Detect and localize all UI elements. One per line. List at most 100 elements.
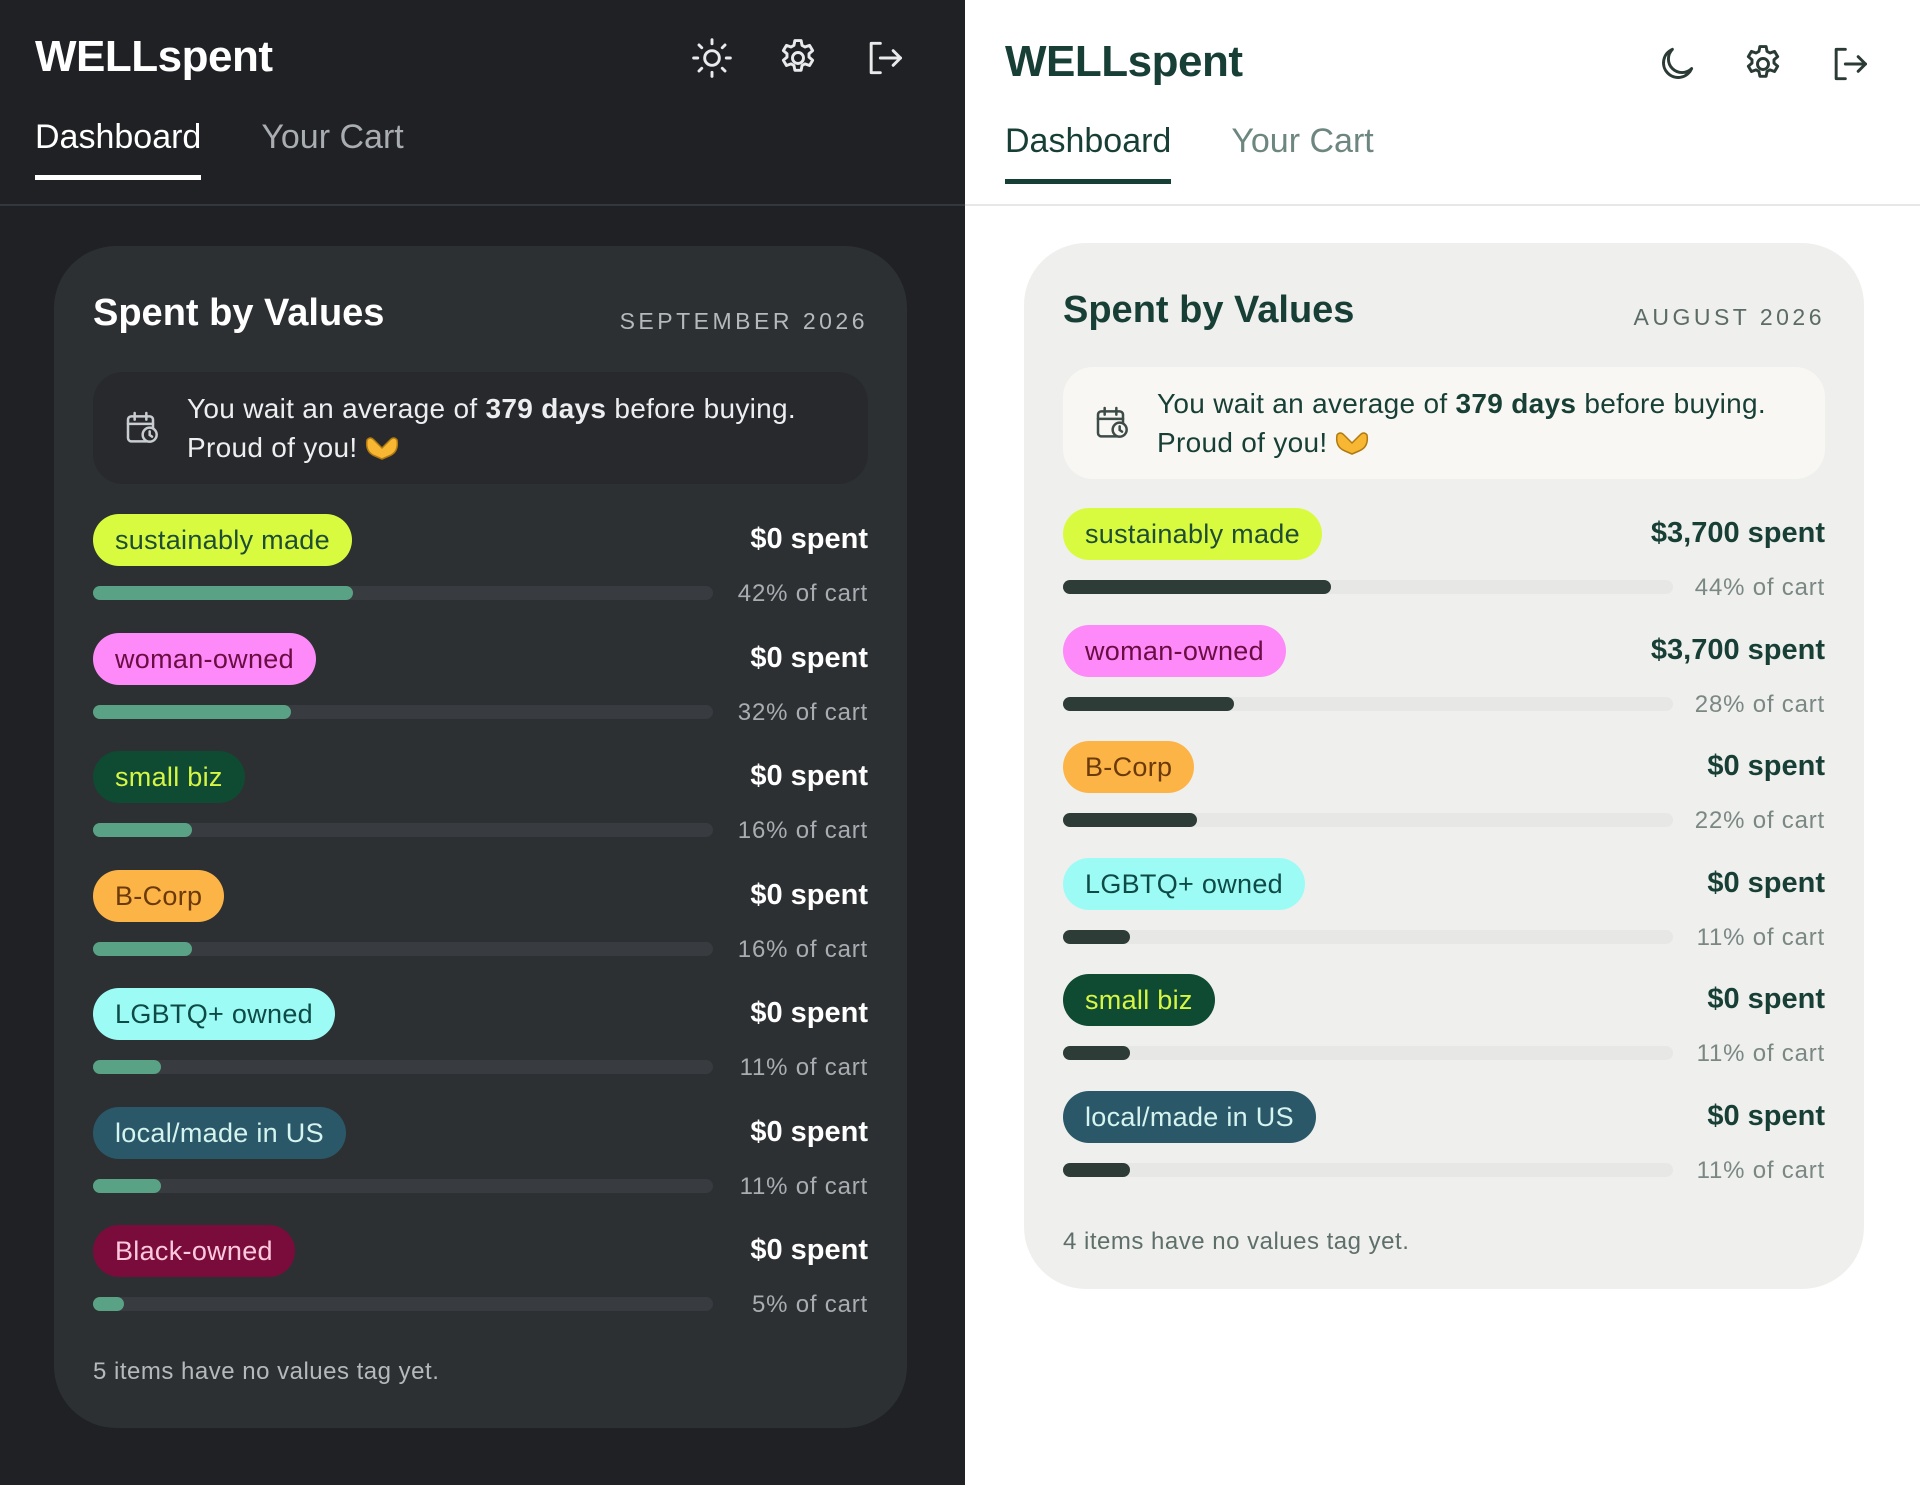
progress-track bbox=[93, 941, 713, 956]
progress-track bbox=[93, 586, 713, 600]
value-tag[interactable]: LGBTQ+ owned bbox=[93, 988, 335, 1040]
progress-fill bbox=[93, 1178, 162, 1193]
gear-icon[interactable] bbox=[776, 36, 820, 80]
spent-amount: $0 spent bbox=[750, 641, 868, 674]
spent-amount: $0 spent bbox=[750, 878, 868, 911]
notice-suffix: before buying. bbox=[606, 393, 796, 424]
cart-percentage: 16% of cart bbox=[737, 817, 868, 844]
progress-track bbox=[1063, 1162, 1673, 1177]
cart-percentage: 11% of cart bbox=[1696, 923, 1825, 951]
month-label: AUGUST 2026 bbox=[1633, 304, 1825, 330]
notice-suffix: before buying. bbox=[1576, 388, 1766, 419]
value-tag[interactable]: sustainably made bbox=[93, 514, 352, 566]
logout-icon[interactable] bbox=[1827, 42, 1871, 86]
value-row: B-Corp $0 spent 22% of cart bbox=[1063, 741, 1825, 858]
month-label: SEPTEMBER 2026 bbox=[619, 308, 868, 334]
gear-icon[interactable] bbox=[1741, 42, 1785, 86]
notice-praise: Proud of you! bbox=[1157, 427, 1328, 458]
progress-track bbox=[93, 1178, 713, 1193]
cart-percentage: 32% of cart bbox=[737, 698, 868, 726]
logout-icon[interactable] bbox=[862, 36, 906, 80]
dark-theme-panel: WELLspent bbox=[0, 0, 965, 1485]
progress-track bbox=[1063, 580, 1673, 594]
notice-days: 379 days bbox=[485, 393, 607, 424]
value-tag[interactable]: B-Corp bbox=[1063, 741, 1195, 793]
value-row: B-Corp $0 spent 16% of cart bbox=[93, 869, 868, 989]
header-actions bbox=[1655, 42, 1871, 86]
spent-amount: $0 spent bbox=[1707, 983, 1825, 1015]
value-tag[interactable]: small biz bbox=[1063, 974, 1215, 1026]
progress-fill bbox=[93, 1060, 162, 1074]
value-tag[interactable]: local/made in US bbox=[93, 1106, 346, 1159]
moon-icon[interactable] bbox=[1655, 42, 1699, 86]
value-row: sustainably made $3,700 spent 44% of cart bbox=[1063, 508, 1825, 625]
progress-fill bbox=[1063, 696, 1234, 711]
card-title: Spent by Values bbox=[93, 292, 385, 334]
tab-your-cart[interactable]: Your Cart bbox=[1231, 122, 1374, 160]
notice-text: You wait an average of 379 days before b… bbox=[1157, 384, 1766, 462]
progress-track bbox=[93, 1297, 713, 1311]
cart-percentage: 42% of cart bbox=[737, 580, 868, 607]
app-header: WELLspent bbox=[0, 0, 965, 206]
progress-fill bbox=[93, 823, 193, 837]
cart-percentage: 11% of cart bbox=[739, 1172, 868, 1200]
cart-percentage: 16% of cart bbox=[737, 935, 868, 963]
progress-track bbox=[1063, 1046, 1673, 1060]
app-header: WELLspent Dashboard Your Cart bbox=[965, 0, 1920, 206]
tab-dashboard[interactable]: Dashboard bbox=[1005, 122, 1172, 184]
spent-amount: $0 spent bbox=[1707, 750, 1825, 782]
value-row: small biz $0 spent 11% of cart bbox=[1063, 974, 1825, 1091]
wait-notice: You wait an average of 379 days before b… bbox=[93, 372, 868, 484]
progress-fill bbox=[1063, 813, 1198, 827]
value-tag[interactable]: Black-owned bbox=[93, 1225, 295, 1277]
value-row: small biz $0 spent 16% of cart bbox=[93, 751, 868, 870]
spent-amount: $3,700 spent bbox=[1650, 633, 1825, 666]
untagged-note: 4 items have no values tag yet. bbox=[1063, 1228, 1410, 1255]
calendar-clock-icon bbox=[1093, 403, 1133, 443]
app-title: WELLspent bbox=[35, 32, 273, 81]
value-tag[interactable]: sustainably made bbox=[1063, 508, 1322, 560]
spent-by-values-card: Spent by Values AUGUST 2026 You wait an … bbox=[1024, 243, 1864, 1289]
progress-fill bbox=[93, 704, 292, 719]
progress-fill bbox=[93, 1297, 124, 1311]
card-title: Spent by Values bbox=[1063, 289, 1355, 331]
value-tag[interactable]: small biz bbox=[93, 751, 245, 803]
value-row: local/made in US $0 spent 11% of cart bbox=[1063, 1090, 1825, 1208]
spent-amount: $0 spent bbox=[1707, 866, 1825, 899]
progress-fill bbox=[1063, 580, 1332, 594]
spent-amount: $0 spent bbox=[750, 997, 868, 1029]
value-tag[interactable]: LGBTQ+ owned bbox=[1063, 857, 1305, 910]
value-tag[interactable]: woman-owned bbox=[1063, 624, 1286, 677]
progress-track bbox=[1063, 813, 1673, 827]
progress-track bbox=[1063, 929, 1673, 944]
progress-track bbox=[1063, 696, 1673, 711]
header-actions bbox=[690, 36, 906, 80]
values-list: sustainably made $0 spent 42% of cart woman… bbox=[93, 514, 868, 1344]
progress-fill bbox=[1063, 929, 1131, 944]
heart-hands-icon bbox=[363, 431, 401, 460]
spent-amount: $0 spent bbox=[1707, 1099, 1825, 1132]
value-row: woman-owned $0 spent 32% of cart bbox=[93, 632, 868, 752]
spent-amount: $0 spent bbox=[750, 760, 868, 792]
value-tag[interactable]: local/made in US bbox=[1063, 1090, 1316, 1143]
progress-track bbox=[93, 704, 713, 719]
untagged-note: 5 items have no values tag yet. bbox=[93, 1358, 440, 1385]
spent-amount: $0 spent bbox=[750, 523, 868, 555]
notice-prefix: You wait an average of bbox=[187, 393, 486, 424]
sun-icon[interactable] bbox=[690, 36, 734, 80]
tab-dashboard[interactable]: Dashboard bbox=[35, 118, 202, 180]
wait-notice: You wait an average of 379 days before b… bbox=[1063, 367, 1825, 479]
cart-percentage: 22% of cart bbox=[1694, 807, 1825, 834]
value-tag[interactable]: B-Corp bbox=[93, 869, 225, 922]
value-row: local/made in US $0 spent 11% of cart bbox=[93, 1106, 868, 1226]
cart-percentage: 5% of cart bbox=[751, 1291, 868, 1318]
cart-percentage: 11% of cart bbox=[1696, 1156, 1825, 1184]
progress-fill bbox=[93, 586, 354, 600]
value-tag[interactable]: woman-owned bbox=[93, 632, 316, 685]
notice-text: You wait an average of 379 days before b… bbox=[187, 389, 796, 467]
spent-amount: $3,700 spent bbox=[1650, 517, 1825, 549]
tab-your-cart[interactable]: Your Cart bbox=[261, 118, 404, 156]
notice-praise: Proud of you! bbox=[187, 432, 358, 463]
calendar-clock-icon bbox=[123, 408, 163, 448]
progress-track bbox=[93, 1060, 713, 1074]
